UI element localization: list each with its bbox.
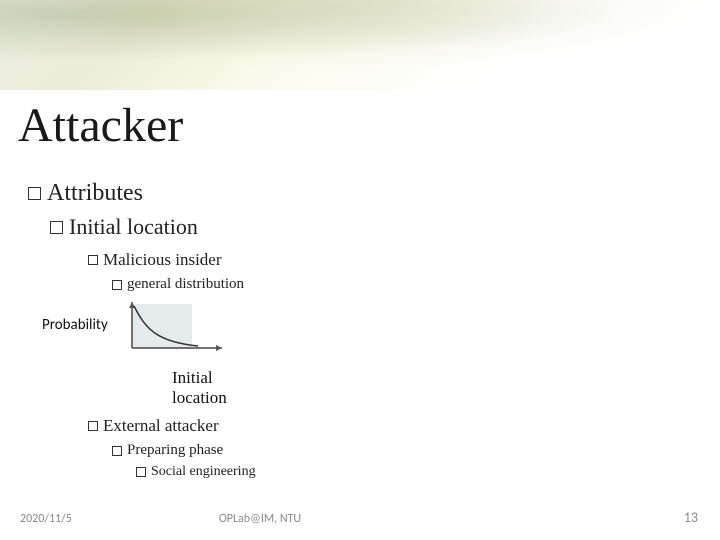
bullet-preparing-phase: Preparing phase (112, 442, 223, 459)
chart-shade (132, 304, 192, 348)
bullet-box-icon (88, 255, 98, 265)
bullet-attributes: Attributes (28, 180, 143, 207)
footer-org: OPLab@IM, NTU (0, 512, 720, 526)
bullet-box-icon (28, 187, 41, 200)
bullet-text: Attributes (47, 180, 143, 207)
footer-page-number: 13 (684, 509, 698, 526)
chart-ylabel: Probability (42, 316, 108, 334)
decorative-header-band (0, 0, 720, 90)
bullet-general-distribution: general distribution (112, 276, 244, 293)
chart-svg (128, 300, 238, 360)
bullet-text: general distribution (127, 276, 244, 293)
bullet-text: Initial location (69, 214, 198, 240)
slide-title: Attacker (18, 98, 183, 153)
bullet-text: Preparing phase (127, 442, 223, 459)
bullet-box-icon (88, 421, 98, 431)
bullet-text: Social engineering (151, 464, 256, 480)
bullet-external-attacker: External attacker (88, 416, 219, 436)
x-axis-arrow-icon (216, 345, 222, 351)
bullet-box-icon (112, 280, 122, 290)
bullet-malicious-insider: Malicious insider (88, 250, 222, 270)
bullet-box-icon (50, 221, 63, 234)
bullet-box-icon (112, 446, 122, 456)
bullet-text: External attacker (103, 416, 219, 436)
bullet-box-icon (136, 467, 146, 477)
chart-xlabel: Initial location (172, 368, 227, 408)
bullet-initial-location: Initial location (50, 214, 198, 240)
bullet-social-engineering: Social engineering (136, 464, 256, 480)
bullet-text: Malicious insider (103, 250, 222, 270)
